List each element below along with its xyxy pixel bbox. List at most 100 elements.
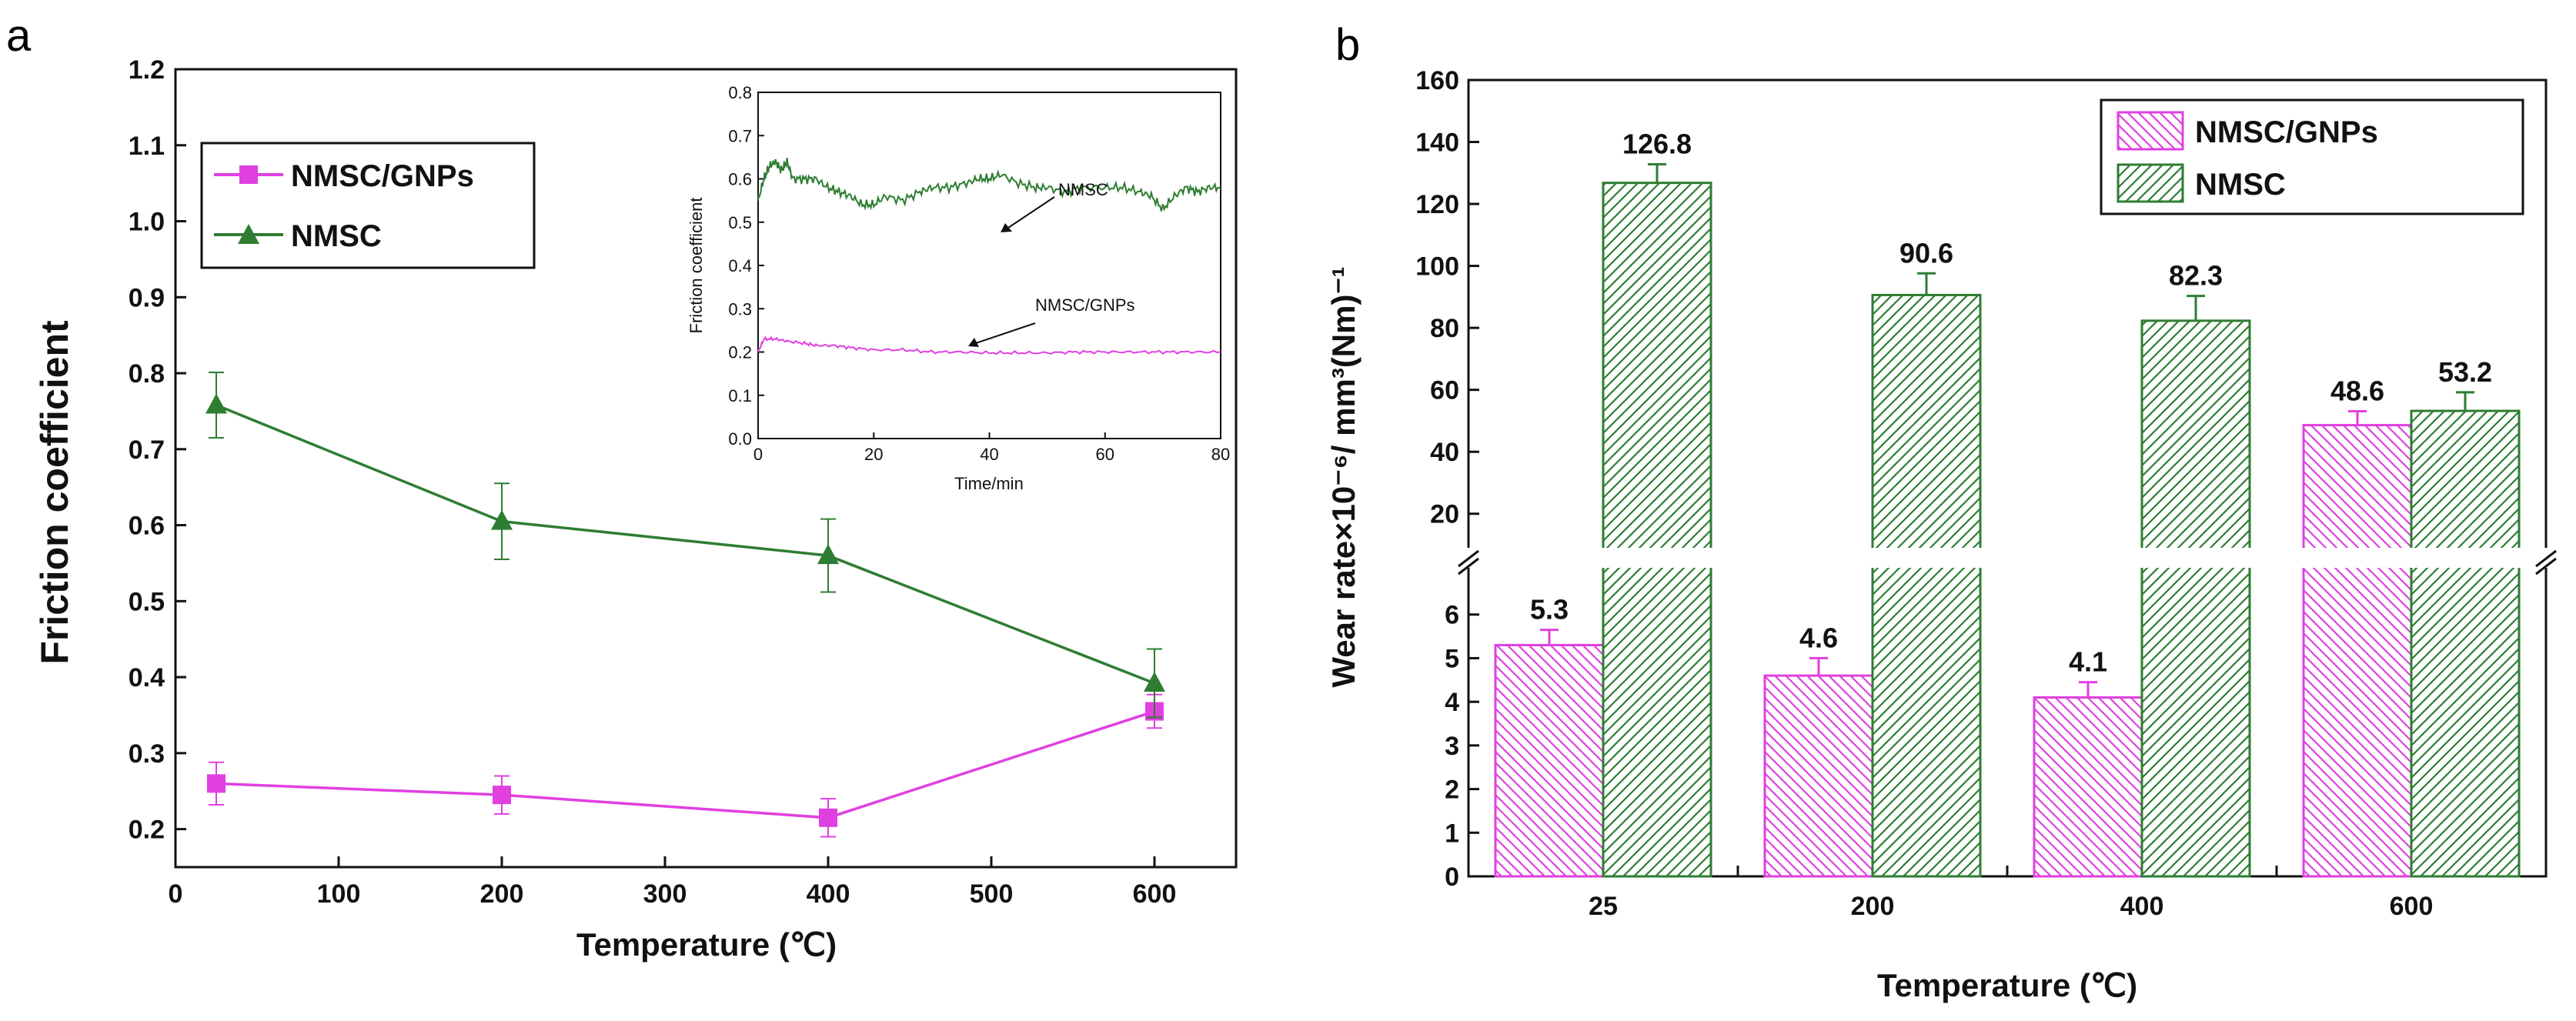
chart-b-ylabel: Wear rate×10⁻⁶/ mm³(Nm)⁻¹ [1325,266,1362,687]
data-point-triangle [491,509,513,530]
inset-y-tick-label: 0.7 [728,126,752,145]
x-tick-label: 400 [2120,892,2164,921]
y-tick-label: 0.3 [129,739,165,769]
chart-b-legend: NMSC/GNPs NMSC [2100,98,2524,215]
inset-x-tick-label: 20 [864,445,883,464]
inset-xlabel: Time/min [954,474,1024,493]
bar-value-label: 48.6 [2330,375,2384,406]
data-point-triangle [205,393,227,414]
bar-nmsc-gnps [1763,674,1874,878]
y-tick-label: 1.1 [129,132,165,161]
data-point-square [207,774,226,793]
bar-nmsc [1871,293,1982,878]
data-point-triangle [1144,671,1165,692]
legend-b-nmsc-gnps: NMSC/GNPs [2195,115,2378,149]
x-tick-label: 200 [1851,892,1895,921]
inset-y-tick-label: 0.4 [728,256,752,275]
inset-arrowhead-nmsc [1001,223,1012,232]
x-tick-label: 200 [480,879,524,909]
y-tick-label: 60 [1430,376,1459,405]
chart-a-inset: 0 20 40 60 80 0.0 0.1 0.2 0.3 0.4 0.5 0.6 0.7 0.8 Fr… [687,83,1230,493]
y-tick-label: 40 [1430,438,1459,467]
bar-nmsc-gnps [1494,643,1605,878]
y-tick-label: 0.4 [129,663,165,692]
inset-y-tick-label: 0.2 [728,343,752,362]
inset-series-line-nmsc-gnps [757,335,1221,355]
chart-a: 0 100 200 300 400 500 600 0.20.30.40.50.60.70.… [33,55,1238,963]
y-tick-label: 0.6 [129,512,165,541]
legend-a-nmsc-gnps: NMSC/GNPs [291,159,474,193]
bar-value-label: 4.1 [2069,646,2107,678]
x-tick-label: 500 [970,879,1014,909]
legend-a-nmsc: NMSC [291,219,382,253]
y-tick-label: 0.7 [129,435,165,465]
x-tick-label: 600 [2390,892,2434,921]
inset-x-tick-label: 60 [1096,445,1114,464]
inset-annotation-nmsc-gnps: NMSC/GNPs [1035,295,1135,315]
series-line-nmsc-gnps [216,709,1155,819]
y-tick-label: 20 [1430,500,1459,529]
inset-y-tick-label: 0.8 [728,83,752,102]
bar-value-label: 53.2 [2438,356,2492,388]
x-tick-label: 25 [1589,892,1618,921]
data-point-square [493,786,511,805]
bar-nmsc [2140,319,2251,878]
bar-value-label: 82.3 [2169,260,2223,292]
legend-square-marker [239,165,258,184]
inset-y-tick-label: 0.3 [728,299,752,319]
bar-value-label: 126.8 [1622,128,1692,160]
inset-series-line-nmsc [757,157,1221,212]
inset-y-tick-label: 0.1 [728,386,752,405]
x-tick-label: 300 [643,879,687,909]
x-tick-label: 100 [317,879,361,909]
data-point-triangle [817,544,839,565]
inset-plot-area [757,92,1221,439]
x-tick-label: 400 [807,879,850,909]
bar-nmsc-gnps [2033,696,2143,878]
legend-triangle-marker [238,224,259,244]
legend-swatch-nmsc-gnps [2117,111,2184,151]
chart-a-legend: NMSC/GNPs NMSC [200,142,536,269]
x-tick-label: 600 [1133,879,1177,909]
bar-nmsc [1602,182,1712,878]
inset-y-tick-label: 0.5 [728,213,752,232]
y-tick-label: 100 [1415,252,1459,282]
y-tick-label: 6 [1445,601,1459,630]
y-tick-label: 1.2 [129,55,165,85]
y-tick-label: 80 [1430,314,1459,343]
y-tick-label: 5 [1445,644,1459,673]
inset-y-tick-label: 0.6 [728,170,752,189]
inset-x-tick-label: 80 [1211,445,1230,464]
y-tick-label: 2 [1445,776,1459,805]
y-tick-label: 4 [1445,688,1459,717]
bar-value-label: 5.3 [1530,594,1569,626]
panel-label-a: a [6,11,32,61]
y-tick-label: 0 [1445,863,1459,892]
chart-a-plot-area [174,68,1238,869]
inset-arrow-nmsc-gnps [975,322,1036,344]
y-tick-label: 0.9 [129,283,165,312]
chart-b-xlabel: Temperature (℃) [1877,967,2137,1003]
data-point-square [819,808,837,827]
inset-x-tick-label: 0 [753,445,763,464]
chart-a-xlabel: Temperature (℃) [576,926,837,963]
inset-x-tick-label: 40 [980,445,998,464]
chart-a-ylabel: Friction coefficient [33,320,76,665]
y-tick-label: 0.8 [129,359,165,389]
axis-break [1458,548,2557,576]
y-tick-label: 1 [1445,819,1459,848]
y-tick-label: 160 [1415,66,1459,95]
bar-nmsc-gnps [2302,424,2413,878]
series-line-nmsc [216,403,1155,685]
x-tick-label: 0 [169,879,183,909]
legend-swatch-nmsc [2117,163,2184,203]
bar-value-label: 4.6 [1799,622,1838,653]
bar-value-label: 90.6 [1899,237,1953,269]
y-tick-label: 120 [1415,190,1459,219]
y-tick-label: 140 [1415,128,1459,158]
bar-nmsc [2410,409,2521,878]
legend-b-nmsc: NMSC [2195,168,2286,202]
y-tick-label: 0.5 [129,587,165,616]
